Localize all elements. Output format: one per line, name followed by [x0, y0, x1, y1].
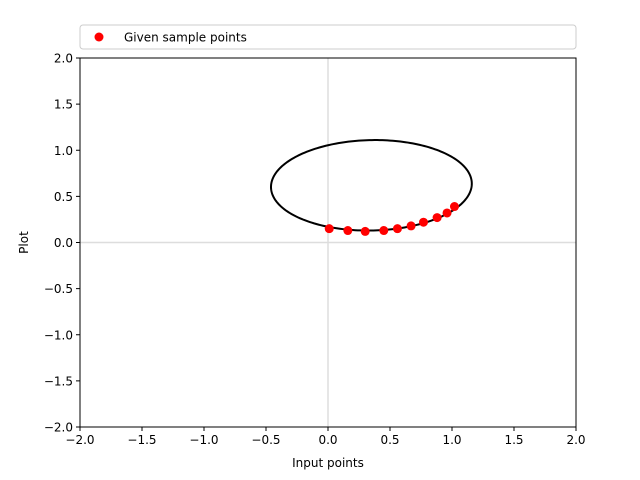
x-axis-ticks: −2.0 −1.5 −1.0 −0.5 0.0 0.5 1.0 1.5 2.0 — [65, 427, 586, 447]
sample-point — [406, 221, 416, 231]
points-layer — [324, 202, 459, 236]
y-axis-ticks: −2.0 −1.5 −1.0 −0.5 0.0 0.5 1.0 1.5 2.0 — [44, 52, 80, 435]
y-tick-label: 0.5 — [54, 190, 73, 204]
sample-point — [343, 226, 353, 236]
y-tick-label: 1.5 — [54, 98, 73, 112]
x-tick-label: 2.0 — [566, 433, 585, 447]
x-axis-label: Input points — [292, 456, 364, 470]
x-tick-label: 0.0 — [318, 433, 337, 447]
reference-lines — [80, 58, 576, 427]
sample-point — [360, 226, 370, 236]
legend-marker — [94, 32, 104, 42]
legend-frame — [79, 24, 577, 50]
y-axis-label: Plot — [17, 231, 31, 254]
sample-point — [324, 224, 334, 234]
y-tick-label: −2.0 — [44, 421, 73, 435]
y-tick-label: 2.0 — [54, 52, 73, 66]
x-tick-label: 1.0 — [442, 433, 461, 447]
legend: Given sample points — [79, 24, 577, 50]
y-tick-label: 1.0 — [54, 144, 73, 158]
sample-point — [449, 202, 459, 212]
sample-point — [392, 224, 402, 234]
sample-point — [379, 226, 389, 236]
x-tick-label: 0.5 — [380, 433, 399, 447]
sample-point — [418, 217, 428, 227]
x-tick-label: −1.5 — [127, 433, 156, 447]
y-tick-label: 0.0 — [54, 236, 73, 250]
x-tick-label: −1.0 — [189, 433, 218, 447]
x-tick-label: 1.5 — [504, 433, 523, 447]
sample-point — [442, 208, 452, 218]
x-tick-label: −0.5 — [251, 433, 280, 447]
x-tick-label: −2.0 — [65, 433, 94, 447]
y-tick-label: −0.5 — [44, 282, 73, 296]
y-tick-label: −1.5 — [44, 374, 73, 388]
legend-label: Given sample points — [124, 31, 247, 45]
y-tick-label: −1.0 — [44, 328, 73, 342]
sample-point — [432, 213, 442, 223]
